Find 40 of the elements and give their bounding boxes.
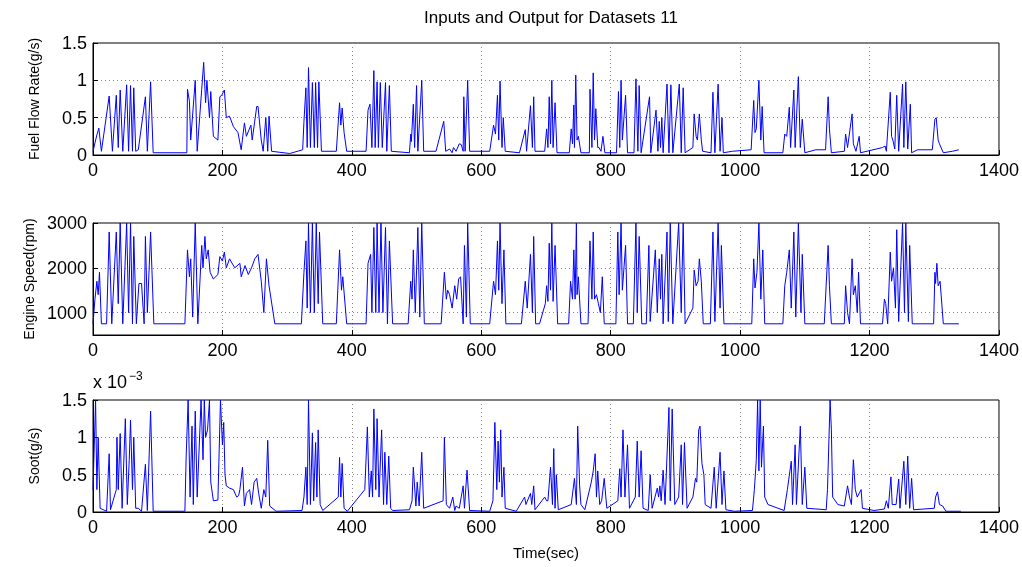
x-tick-label: 200 [207,340,238,360]
x-tick-label: 1200 [849,517,890,537]
y-axis-title: Fuel Flow Rate(g/s) [26,37,42,161]
x-tick-label: 400 [336,517,367,537]
x-axis-title: Time(sec) [512,544,580,561]
chart-title: Inputs and Output for Datasets 11 [424,8,678,27]
x-tick-label: 200 [207,517,238,537]
line-series [92,399,962,512]
y-tick-label: 3000 [46,213,87,233]
y-tick-label: 0.5 [61,107,87,128]
x-tick-label: 600 [466,160,497,180]
x-tick-label: 1000 [720,340,761,360]
x-tick-label: 600 [466,340,497,360]
x-tick-label: 1200 [849,340,890,360]
x-tick-label: 1000 [720,517,761,537]
y-axis-title: Engine Speed(rpm) [21,218,38,340]
x-tick-label: 400 [336,160,367,180]
y-tick-label: 0 [76,502,87,522]
y-tick-label: 1.5 [61,33,87,53]
y-tick-label: 0 [76,145,87,165]
x-tick-label: 1400 [978,160,1019,180]
x-tick-label: 800 [595,517,626,537]
x-tick-label: 1200 [849,160,890,180]
y-tick-label: 1.5 [61,390,87,410]
y-tick-label: 2000 [46,257,87,278]
y-axis-title: Soot(g/s) [26,427,42,485]
y-tick-label: 0.5 [61,464,87,485]
x-tick-label: 1400 [978,517,1019,537]
line-series [92,222,960,325]
x-tick-label: 200 [207,160,238,180]
x-tick-label: 800 [595,340,626,360]
x-tick-label: 400 [336,340,367,360]
x-tick-label: 600 [466,517,497,537]
x-tick-label: 800 [595,160,626,180]
x-tick-label: 1400 [978,340,1019,360]
y-tick-label: 1 [76,70,87,91]
y-tick-label: 1000 [46,302,87,323]
x-tick-label: 1000 [720,160,761,180]
line-series [92,61,960,155]
y-tick-label: 1 [76,427,87,448]
